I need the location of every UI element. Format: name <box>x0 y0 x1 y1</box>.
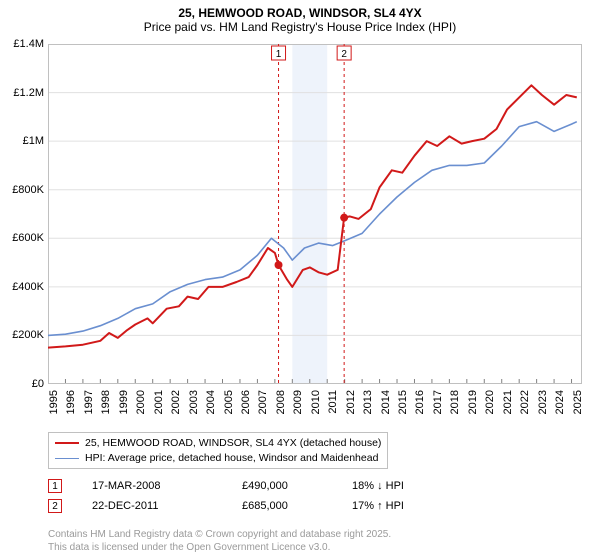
legend-swatch-series1 <box>55 442 79 444</box>
x-tick-label: 2025 <box>572 390 584 414</box>
x-tick-label: 2011 <box>327 390 339 414</box>
x-tick-label: 2014 <box>380 390 392 414</box>
x-tick-label: 2024 <box>554 390 566 414</box>
x-tick-label: 2000 <box>135 390 147 414</box>
svg-text:2: 2 <box>341 49 347 60</box>
y-axis-labels: £0£200K£400K£600K£800K£1M£1.2M£1.4M <box>0 44 46 384</box>
x-tick-label: 2016 <box>414 390 426 414</box>
x-tick-label: 2008 <box>275 390 287 414</box>
sale-row: 1 17-MAR-2008 £490,000 18% ↓ HPI <box>48 476 568 496</box>
sale-date: 22-DEC-2011 <box>92 500 212 512</box>
y-tick-label: £1M <box>23 135 44 147</box>
sale-delta: 18% ↓ HPI <box>352 480 452 492</box>
x-tick-label: 2015 <box>397 390 409 414</box>
sale-row: 2 22-DEC-2011 £685,000 17% ↑ HPI <box>48 496 568 516</box>
x-tick-label: 2012 <box>345 390 357 414</box>
x-tick-label: 1998 <box>100 390 112 414</box>
legend-label-series2: HPI: Average price, detached house, Wind… <box>85 451 378 466</box>
x-tick-label: 2003 <box>188 390 200 414</box>
svg-text:1: 1 <box>276 49 282 60</box>
x-tick-label: 2019 <box>467 390 479 414</box>
copyright: Contains HM Land Registry data © Crown c… <box>48 529 391 554</box>
y-tick-label: £1.2M <box>13 87 44 99</box>
x-tick-label: 2006 <box>240 390 252 414</box>
x-tick-label: 2010 <box>310 390 322 414</box>
x-tick-label: 2021 <box>502 390 514 414</box>
x-tick-label: 2009 <box>292 390 304 414</box>
y-tick-label: £1.4M <box>13 38 44 50</box>
x-tick-label: 2004 <box>205 390 217 414</box>
legend-row-series2: HPI: Average price, detached house, Wind… <box>55 451 381 466</box>
copyright-line2: This data is licensed under the Open Gov… <box>48 542 391 555</box>
x-tick-label: 2022 <box>519 390 531 414</box>
y-tick-label: £200K <box>12 329 44 341</box>
x-tick-label: 2005 <box>223 390 235 414</box>
x-tick-label: 2007 <box>257 390 269 414</box>
x-axis-labels: 1995 1996 1997 1998 1999 2000 2001 2002 2003 2004… <box>48 386 582 430</box>
x-tick-label: 1996 <box>65 390 77 414</box>
sale-date: 17-MAR-2008 <box>92 480 212 492</box>
copyright-line1: Contains HM Land Registry data © Crown c… <box>48 529 391 542</box>
sale-marker-icon: 1 <box>48 479 62 493</box>
x-tick-label: 2018 <box>449 390 461 414</box>
page-title-line1: 25, HEMWOOD ROAD, WINDSOR, SL4 4YX <box>0 6 600 20</box>
x-tick-label: 2013 <box>362 390 374 414</box>
y-tick-label: £0 <box>32 378 44 390</box>
page-title-line2: Price paid vs. HM Land Registry's House … <box>0 20 600 34</box>
x-tick-label: 1995 <box>48 390 60 414</box>
chart-plot: 12 <box>48 44 582 384</box>
sale-marker-icon: 2 <box>48 499 62 513</box>
legend-swatch-series2 <box>55 458 79 459</box>
x-tick-label: 2020 <box>484 390 496 414</box>
sale-price: £490,000 <box>242 480 322 492</box>
sale-delta: 17% ↑ HPI <box>352 500 452 512</box>
x-tick-label: 2023 <box>537 390 549 414</box>
x-tick-label: 1999 <box>118 390 130 414</box>
sale-table: 1 17-MAR-2008 £490,000 18% ↓ HPI 2 22-DEC-201… <box>48 476 568 516</box>
x-tick-label: 1997 <box>83 390 95 414</box>
x-tick-label: 2001 <box>153 390 165 414</box>
legend-row-series1: 25, HEMWOOD ROAD, WINDSOR, SL4 4YX (deta… <box>55 436 381 451</box>
legend: 25, HEMWOOD ROAD, WINDSOR, SL4 4YX (deta… <box>48 432 388 469</box>
legend-label-series1: 25, HEMWOOD ROAD, WINDSOR, SL4 4YX (deta… <box>85 436 381 451</box>
sale-price: £685,000 <box>242 500 322 512</box>
y-tick-label: £800K <box>12 184 44 196</box>
x-tick-label: 2002 <box>170 390 182 414</box>
x-tick-label: 2017 <box>432 390 444 414</box>
y-tick-label: £600K <box>12 232 44 244</box>
y-tick-label: £400K <box>12 281 44 293</box>
